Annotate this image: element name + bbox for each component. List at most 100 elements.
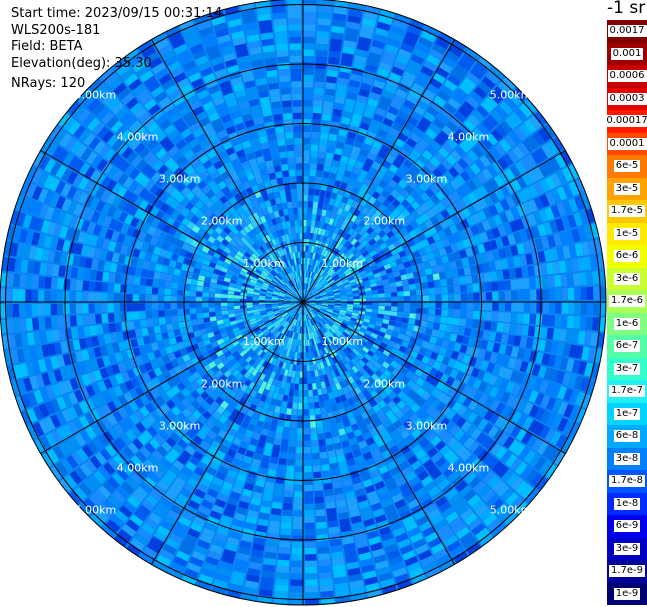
ray-gate xyxy=(364,267,372,274)
ray-gate xyxy=(165,469,177,481)
ray-gate xyxy=(280,327,286,334)
ray-gate xyxy=(303,55,315,63)
ray-gate xyxy=(399,268,407,276)
ray-gate xyxy=(312,331,317,338)
ray-gate xyxy=(231,485,243,495)
ray-gate xyxy=(355,362,363,371)
ray-gate xyxy=(316,43,329,51)
ray-gate xyxy=(523,449,536,464)
ray-gate xyxy=(50,277,58,290)
ray-gate xyxy=(106,400,118,413)
ray-gate xyxy=(343,446,352,455)
ray-gate xyxy=(513,231,523,244)
ray-gate xyxy=(227,373,236,382)
ray-gate xyxy=(88,493,103,508)
ray-gate xyxy=(237,446,247,456)
ray-gate xyxy=(310,311,315,318)
ray-gate xyxy=(186,404,196,414)
ray-gate xyxy=(542,289,550,301)
ray-gate xyxy=(139,481,153,494)
ray-gate xyxy=(430,100,443,113)
ray-gate xyxy=(469,265,478,275)
ray-gate xyxy=(206,466,218,477)
ray-gate xyxy=(488,178,499,191)
ray-gate xyxy=(579,193,591,209)
ray-gate xyxy=(220,298,228,302)
ray-gate xyxy=(520,465,533,480)
ray-gate xyxy=(237,411,246,421)
ray-gate xyxy=(120,284,128,293)
ray-gate xyxy=(451,379,461,390)
ray-gate xyxy=(271,378,278,387)
ray-gate xyxy=(212,410,222,420)
ray-gate xyxy=(377,101,389,112)
ray-gate xyxy=(304,289,307,296)
ray-gate xyxy=(406,324,415,331)
ray-gate xyxy=(312,458,321,466)
ray-gate xyxy=(395,409,405,420)
ray-gate xyxy=(525,468,538,484)
ray-gate xyxy=(303,232,307,239)
ray-gate xyxy=(424,219,434,229)
ray-gate xyxy=(404,493,417,504)
ray-gate xyxy=(373,325,382,331)
ray-gate xyxy=(538,209,549,223)
ray-gate xyxy=(297,307,301,314)
ray-gate xyxy=(140,383,150,394)
ray-gate xyxy=(309,303,316,306)
ray-gate xyxy=(297,314,300,321)
ray-gate xyxy=(410,403,421,413)
ray-gate xyxy=(538,163,550,178)
ray-gate xyxy=(498,366,508,378)
ray-gate xyxy=(170,302,177,309)
ray-gate xyxy=(34,438,47,454)
ray-gate xyxy=(503,368,514,380)
ray-gate xyxy=(240,461,251,471)
ray-gate xyxy=(139,311,147,320)
ray-gate xyxy=(69,279,77,291)
ray-gate xyxy=(342,110,353,119)
ray-gate xyxy=(458,230,468,240)
ray-gate xyxy=(286,376,292,384)
ray-gate xyxy=(123,416,135,429)
ray-gate xyxy=(334,298,341,301)
ray-gate xyxy=(307,345,311,353)
ray-gate xyxy=(292,529,303,536)
ray-gate xyxy=(351,312,359,317)
ray-gate xyxy=(267,377,274,385)
ray-gate xyxy=(347,299,354,302)
ray-gate xyxy=(537,440,550,455)
ray-gate xyxy=(340,181,348,190)
ray-gate xyxy=(483,513,498,527)
ray-gate xyxy=(331,404,339,412)
ray-gate xyxy=(294,478,303,486)
ray-gate xyxy=(466,179,477,191)
ray-gate xyxy=(170,296,177,302)
ray-gate xyxy=(346,431,356,440)
ray-gate xyxy=(446,437,458,449)
ray-gate xyxy=(382,419,393,429)
ray-gate xyxy=(492,342,501,353)
ray-gate xyxy=(383,386,393,396)
ray-gate xyxy=(190,522,203,533)
ray-gate xyxy=(385,509,398,520)
ray-gate xyxy=(340,413,349,422)
ray-gate xyxy=(258,589,273,598)
ray-gate xyxy=(287,323,292,331)
ray-gate xyxy=(401,279,409,286)
ray-gate xyxy=(291,312,297,318)
ray-gate xyxy=(380,353,388,361)
ray-gate xyxy=(254,327,261,333)
ray-gate xyxy=(295,453,303,460)
ray-gate xyxy=(294,484,303,492)
ray-gate xyxy=(477,197,488,209)
ray-gate xyxy=(319,400,326,408)
ray-gate xyxy=(423,365,433,374)
ray-gate xyxy=(306,307,311,313)
ray-gate xyxy=(333,102,344,111)
ray-gate xyxy=(291,332,295,339)
ray-gate xyxy=(434,370,444,380)
ray-gate xyxy=(446,120,459,133)
ray-gate xyxy=(446,137,459,150)
ray-gate xyxy=(285,315,291,321)
